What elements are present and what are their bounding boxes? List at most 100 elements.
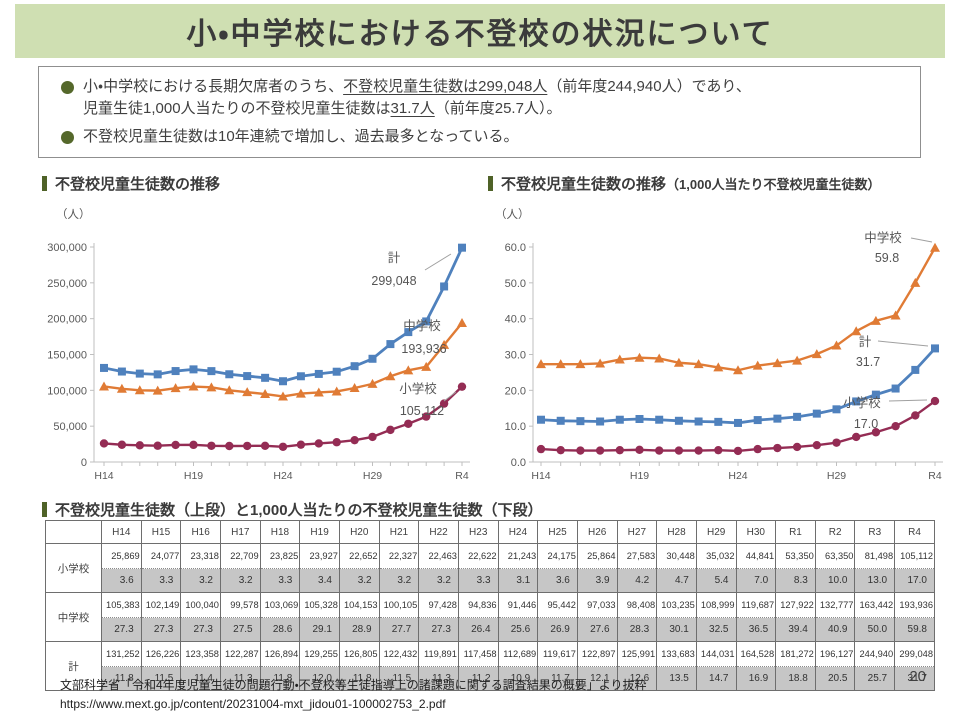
table-corner-cell: [45, 520, 102, 544]
svg-text:H29: H29: [363, 470, 382, 482]
svg-text:20.0: 20.0: [505, 385, 526, 397]
table-cell-rate: 20.5: [814, 666, 856, 691]
table-cell-count: 102,149: [140, 592, 182, 618]
table-year-header: H14: [101, 520, 142, 544]
table-row-rates: 11.8 11.5 11.4 11.3 11.8 12.0 11.8 11.5 11.3 11.2…: [46, 666, 935, 691]
table-cell-rate: 28.3: [616, 617, 658, 642]
table-cell-count: 99,578: [219, 592, 261, 618]
svg-text:H14: H14: [531, 470, 550, 482]
svg-text:H24: H24: [728, 470, 747, 482]
source-url: https://www.mext.go.jp/content/20231004-…: [60, 696, 446, 711]
table-cell-count: 126,894: [259, 641, 301, 667]
svg-text:40.0: 40.0: [505, 314, 526, 326]
table-cell-rate: 10.9: [497, 666, 539, 691]
table-cell-count: 123,358: [180, 641, 221, 667]
summary-underlined-count: 不登校児童生徒数は299,048人: [343, 78, 548, 95]
summary-text: 小・中学校における長期欠席者のうち、: [83, 78, 344, 95]
table-cell-rate: 25.7: [854, 666, 896, 691]
table-cell-count: 25,869: [101, 543, 142, 569]
svg-text:30.0: 30.0: [505, 350, 526, 362]
table-row-label: 計: [45, 641, 102, 691]
table-cell-count: 22,652: [338, 543, 380, 569]
table-cell-count: 103,235: [656, 592, 697, 618]
table-cell-rate: 28.6: [259, 617, 301, 642]
table-year-header: H17: [219, 520, 261, 544]
table-year-header: R3: [854, 520, 896, 544]
table-cell-rate: 3.2: [418, 568, 459, 593]
table-cell-count: 35,032: [695, 543, 737, 569]
table-cell-rate: 13.0: [854, 568, 896, 593]
table-cell-rate: 27.5: [219, 617, 261, 642]
table-cell-count: 25,864: [576, 543, 618, 569]
table-cell-count: 27,583: [616, 543, 658, 569]
summary-text: （前年度244,940人）であり、: [547, 78, 751, 95]
table-cell-count: 122,287: [219, 641, 261, 667]
svg-text:小学校: 小学校: [843, 395, 881, 410]
table-cell-count: 164,528: [735, 641, 777, 667]
svg-text:0.0: 0.0: [511, 457, 526, 469]
table-cell-rate: 26.9: [537, 617, 578, 642]
table-row-counts: 中学校 105,383 102,149 100,040 99,578 103,069 105…: [45, 592, 935, 642]
table-cell-count: 126,226: [140, 641, 182, 667]
table-cell-rate: 11.4: [180, 666, 221, 691]
table-cell-count: 105,112: [894, 543, 935, 569]
table-cell-rate: 40.9: [814, 617, 856, 642]
table-cell-count: 81,498: [854, 543, 896, 569]
table-cell-rate: 11.5: [378, 666, 420, 691]
table-cell-count: 100,105: [378, 592, 420, 618]
svg-text:H19: H19: [184, 470, 203, 482]
table-cell-rate: 50.0: [854, 617, 896, 642]
table-cell-rate: 3.2: [378, 568, 420, 593]
table-cell-count: 119,617: [537, 641, 578, 667]
table-cell-count: 94,836: [457, 592, 499, 618]
table-year-header: H24: [497, 520, 539, 544]
table-cell-count: 125,991: [616, 641, 658, 667]
table-cell-count: 122,432: [378, 641, 420, 667]
table-cell-count: 117,458: [457, 641, 499, 667]
table-heading: 不登校児童生徒数（上段）と1,000人当たりの不登校児童生徒数（下段）: [42, 499, 543, 520]
table-cell-rate: 27.7: [378, 617, 420, 642]
table-cell-rate: 3.2: [219, 568, 261, 593]
section-marker-icon: [42, 176, 47, 191]
table-year-header: H20: [338, 520, 380, 544]
chart-per-1000: （人） 0.0 10.0 20.0 30.0 40.0 50.0 60.0 H14 H19 H24 H…: [487, 196, 955, 488]
svg-text:中学校: 中学校: [864, 230, 902, 245]
table-year-header: H25: [537, 520, 578, 544]
summary-bullet-2: 不登校児童生徒数は10年連続で増加し、過去最多となっている。: [61, 126, 906, 148]
svg-text:（人）: （人）: [495, 208, 530, 221]
table-year-header: H27: [616, 520, 658, 544]
table-year-header: H22: [418, 520, 459, 544]
table-cell-rate: 11.5: [140, 666, 182, 691]
table-cell-count: 44,841: [735, 543, 777, 569]
section-marker-icon: [488, 176, 493, 191]
svg-text:H19: H19: [630, 470, 649, 482]
svg-text:計: 計: [859, 334, 872, 349]
bullet-circle-icon: [61, 130, 74, 144]
table-cell-rate: 27.3: [140, 617, 182, 642]
table-cell-count: 196,127: [814, 641, 856, 667]
table-cell-count: 23,318: [180, 543, 221, 569]
svg-text:193,936: 193,936: [401, 342, 446, 356]
table-cell-rate: 59.8: [894, 617, 935, 642]
table-cell-rate: 26.4: [457, 617, 499, 642]
statistics-table: H14 H15 H16 H17 H18 H19 H20 H21 H22 H23 H24 H25 H26 H…: [45, 520, 935, 691]
table-year-header: H16: [180, 520, 221, 544]
table-cell-rate: 3.6: [537, 568, 578, 593]
table-cell-count: 127,922: [775, 592, 816, 618]
table-year-header: H19: [299, 520, 340, 544]
table-cell-rate: 3.2: [338, 568, 380, 593]
svg-text:50.0: 50.0: [505, 278, 526, 290]
table-cell-rate: 28.9: [338, 617, 380, 642]
table-cell-count: 144,031: [695, 641, 737, 667]
table-cell-rate: 11.7: [537, 666, 578, 691]
summary-box: 小・中学校における長期欠席者のうち、不登校児童生徒数は299,048人（前年度2…: [38, 66, 921, 158]
svg-text:31.7: 31.7: [856, 355, 880, 369]
table-cell-rate: 32.5: [695, 617, 737, 642]
chart-left-heading: 不登校児童生徒数の推移: [42, 173, 220, 194]
svg-text:10.0: 10.0: [505, 421, 526, 433]
table-cell-count: 22,709: [219, 543, 261, 569]
table-row-label: 小学校: [45, 543, 102, 593]
summary-underlined-rate: 31.7人: [390, 99, 435, 117]
table-cell-count: 21,243: [497, 543, 539, 569]
svg-text:299,048: 299,048: [371, 274, 416, 288]
